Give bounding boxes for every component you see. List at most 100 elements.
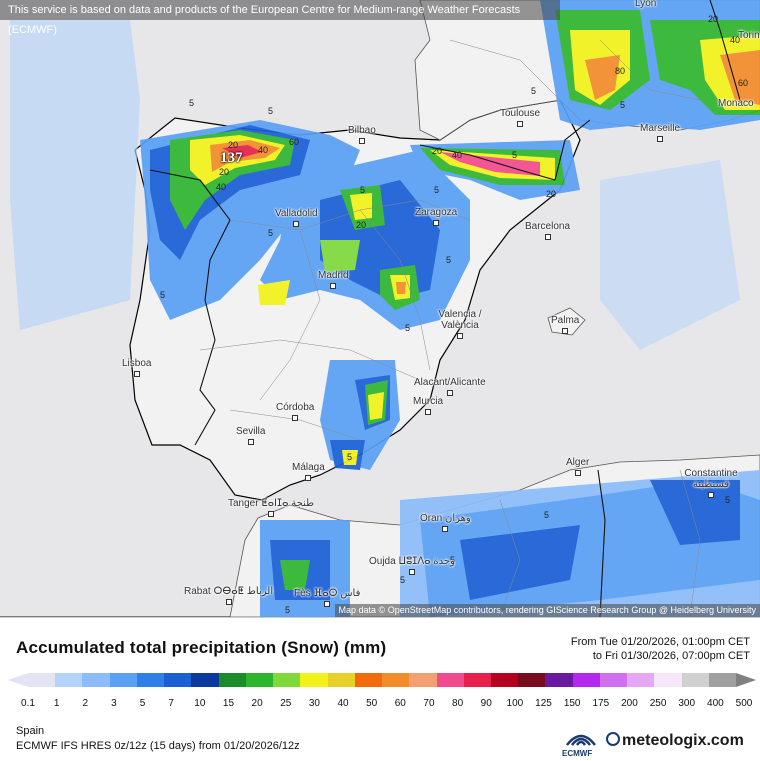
legend-panel: Accumulated total precipitation (Snow) (… <box>0 617 760 761</box>
city-label-torin[interactable]: Torin <box>738 30 760 41</box>
scale-swatch <box>681 673 709 687</box>
city-marker <box>358 138 365 145</box>
map-canvas <box>0 0 760 617</box>
contour-label: 5 <box>620 100 626 110</box>
scale-tick-label: 3 <box>111 698 117 709</box>
scale-tick-label: 80 <box>452 698 464 709</box>
city-label-rabat[interactable]: Rabat ⵔⴱⴰⵟ الرباط <box>184 586 273 608</box>
city-marker <box>544 234 551 241</box>
contour-label: 5 <box>544 510 550 520</box>
city-marker <box>574 470 581 477</box>
scale-tick-label: 2 <box>82 698 89 709</box>
scale-tick-label: 25 <box>280 698 292 709</box>
city-label-barcelona[interactable]: Barcelona <box>525 221 570 243</box>
scale-swatch <box>327 673 355 687</box>
legend-title: Accumulated total precipitation (Snow) (… <box>16 638 387 657</box>
region-label: Spain <box>16 725 45 737</box>
contour-label: 5 <box>160 290 166 300</box>
city-marker <box>442 526 449 533</box>
contour-label: 5 <box>725 495 731 505</box>
scale-tick-label: 40 <box>337 698 349 709</box>
city-label-murcia[interactable]: Murcia <box>413 396 443 418</box>
meteologix-logo[interactable]: meteologix.com <box>606 732 744 750</box>
city-name: Constantine قسنطينة <box>684 468 738 490</box>
color-scale-bar <box>8 673 756 687</box>
contour-label: 40 <box>216 182 227 192</box>
city-name: Alacant/Alicante <box>414 377 486 388</box>
scale-swatch <box>518 673 546 687</box>
ecmwf-logo-icon[interactable] <box>563 725 599 755</box>
city-marker <box>292 415 299 422</box>
scale-tick-label: 200 <box>621 698 638 709</box>
city-name: Oujda ⵡⵓⵊⴷⴰ وجدة <box>369 556 455 567</box>
contour-label: 5 <box>268 228 274 238</box>
scale-tick-label: 70 <box>423 698 435 709</box>
contour-label: 20 <box>546 189 557 199</box>
city-marker <box>408 569 415 576</box>
contour-label: 40 <box>730 35 741 45</box>
city-label-valladolid[interactable]: Valladolid <box>275 208 318 230</box>
scale-tick-label: 100 <box>506 698 524 709</box>
city-name: Lyon <box>635 0 657 9</box>
city-label-malaga[interactable]: Málaga <box>292 462 325 484</box>
scale-swatch <box>654 673 682 687</box>
city-label-fes[interactable]: Fès ⴼⴰⵙ فاس <box>294 588 360 610</box>
scale-tick-label: 400 <box>707 698 724 709</box>
city-label-lyon[interactable]: Lyon <box>635 0 656 9</box>
ecmwf-notice-banner: This service is based on data and produc… <box>0 0 560 36</box>
contour-label: 20 <box>356 220 367 230</box>
city-name: Torin <box>738 30 760 41</box>
scale-swatch <box>273 673 301 687</box>
scale-tick-label: 1 <box>53 698 60 709</box>
scale-swatch <box>354 673 383 687</box>
city-label-alger[interactable]: Alger <box>566 457 589 479</box>
precip-layer <box>10 0 760 617</box>
scale-swatch <box>218 673 246 687</box>
city-label-marseille[interactable]: Marseille <box>640 123 680 145</box>
contour-label: 20 <box>708 14 719 24</box>
city-label-toulouse[interactable]: Toulouse <box>500 108 540 130</box>
scale-swatch <box>572 673 600 687</box>
city-label-tanger[interactable]: Tanger ⵟⴰⵏⵊⴰ طنجة <box>228 498 314 520</box>
city-label-madrid[interactable]: Madrid <box>318 270 349 292</box>
city-name: Sevilla <box>236 426 266 437</box>
city-label-palma[interactable]: Palma <box>551 315 579 337</box>
contour-label: 5 <box>512 150 518 160</box>
scale-swatch <box>708 673 737 687</box>
ecmwf-logo-text: ECMWF <box>562 749 593 758</box>
region-borders <box>199 39 701 617</box>
scale-swatch <box>599 673 628 687</box>
city-label-bilbao[interactable]: Bilbao <box>348 125 376 147</box>
city-label-zaragoza[interactable]: Zaragoza <box>415 207 457 229</box>
city-label-monaco[interactable]: Monaco <box>718 98 754 109</box>
city-name: Murcia <box>413 396 444 407</box>
contour-label: 60 <box>289 137 300 147</box>
city-name: Toulouse <box>500 108 541 119</box>
city-label-sevilla[interactable]: Sevilla <box>236 426 265 448</box>
country-borders <box>0 0 741 617</box>
city-label-alicante[interactable]: Alacant/Alicante <box>414 377 486 399</box>
scale-swatch <box>409 673 437 687</box>
scale-swatch <box>109 673 137 687</box>
city-label-oran[interactable]: Oran وهران <box>420 513 471 535</box>
city-marker <box>425 409 431 416</box>
city-marker <box>708 492 714 499</box>
city-label-oujda[interactable]: Oujda ⵡⵓⵊⴷⴰ وجدة <box>369 556 455 578</box>
scale-swatch <box>136 673 165 687</box>
model-info: ECMWF IFS HRES 0z/12z (15 days) from 01/… <box>16 740 300 752</box>
city-label-constantine[interactable]: Constantine قسنطينة <box>680 468 742 501</box>
contour-label: 40 <box>452 150 463 160</box>
precipitation-map[interactable]: This service is based on data and produc… <box>0 0 760 617</box>
city-name: Málaga <box>292 462 325 473</box>
scale-tick-label: 10 <box>194 698 206 709</box>
city-label-cordoba[interactable]: Córdoba <box>276 402 314 424</box>
scale-swatch <box>28 673 56 687</box>
contour-label: 5 <box>450 555 456 565</box>
city-name: Valencia / València <box>438 309 482 331</box>
contour-label: 60 <box>738 78 749 88</box>
city-marker <box>324 601 331 608</box>
city-marker <box>133 371 140 378</box>
city-label-valencia[interactable]: Valencia / València <box>432 309 488 342</box>
city-label-lisboa[interactable]: Lisboa <box>122 358 151 380</box>
scale-tick-label: 90 <box>480 698 492 709</box>
